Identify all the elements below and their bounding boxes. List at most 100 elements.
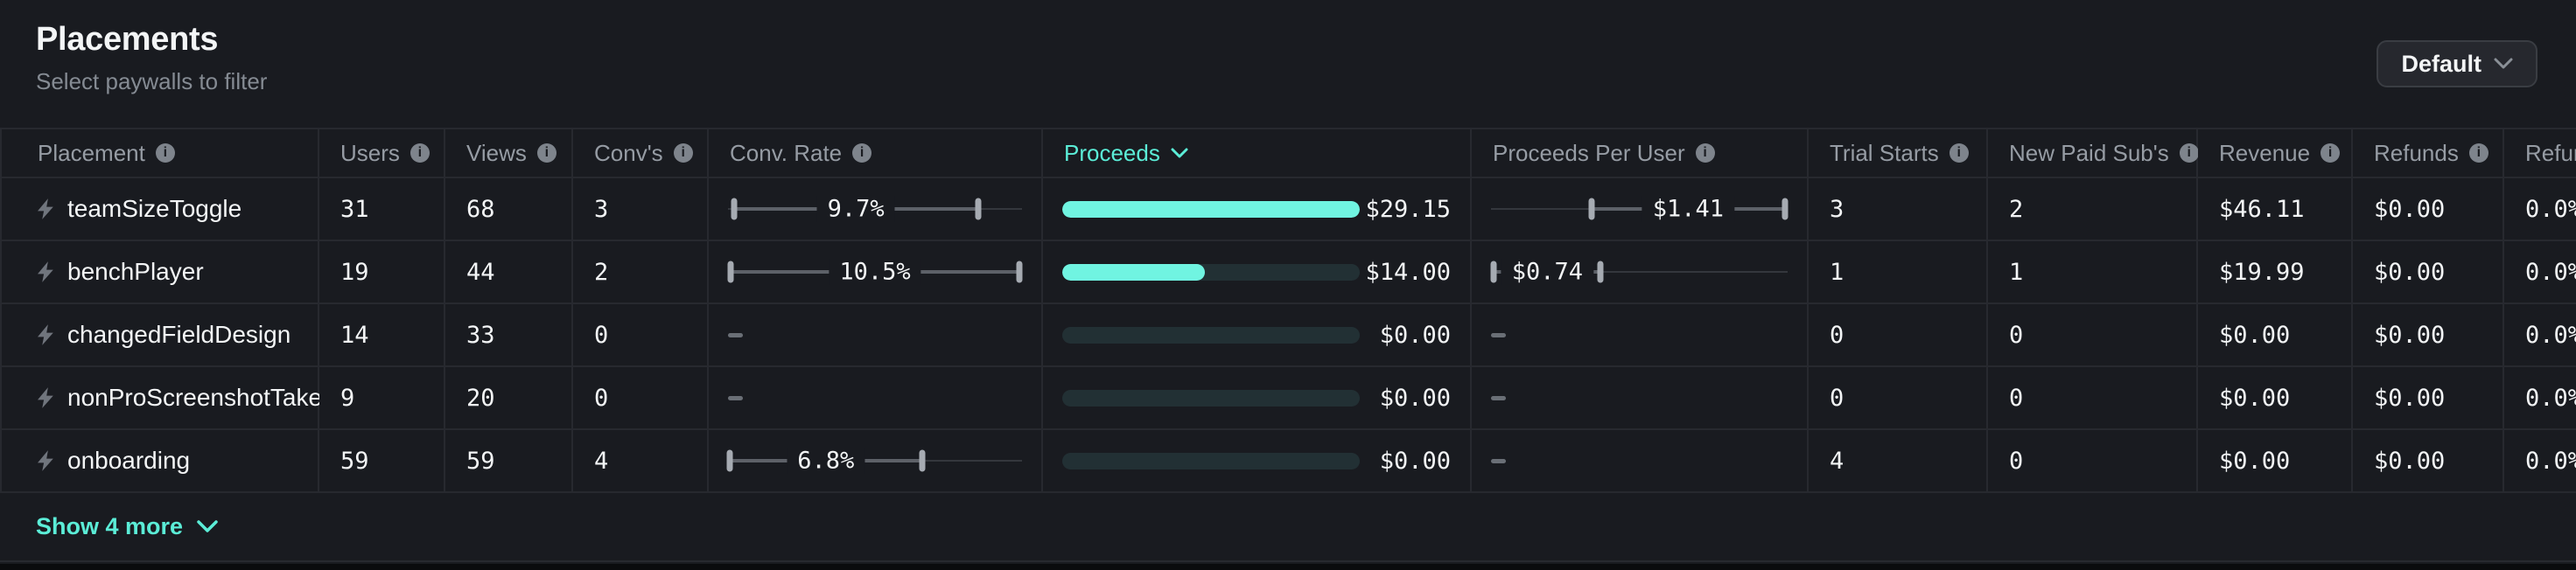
page-title: Placements xyxy=(36,21,219,58)
cell-views: 59 xyxy=(445,430,573,493)
column-header-conv-s[interactable]: Conv's i xyxy=(573,129,709,178)
column-header-label: Trial Starts xyxy=(1830,139,1939,166)
info-icon[interactable]: i xyxy=(673,143,693,163)
column-header-proceeds-per-user[interactable]: Proceeds Per User i xyxy=(1472,129,1809,178)
proceeds-bar-track xyxy=(1062,263,1360,281)
proceeds-value: $0.00 xyxy=(1379,384,1451,412)
placements-table: Placement i Users i Views i Conv's i Conv. Rate i… xyxy=(0,128,2576,493)
preset-dropdown-button[interactable]: Default xyxy=(2376,40,2538,87)
info-icon[interactable]: i xyxy=(1949,143,1969,163)
proceeds-bar-track xyxy=(1062,200,1360,218)
trial-starts-value: 4 xyxy=(1830,447,1844,475)
proceeds-value: $0.00 xyxy=(1379,321,1451,349)
cell-conv-rate xyxy=(709,304,1043,367)
info-icon[interactable]: i xyxy=(2468,143,2488,163)
cell-users: 31 xyxy=(319,178,445,241)
cell-users: 59 xyxy=(319,430,445,493)
info-icon[interactable]: i xyxy=(1695,143,1715,163)
cell-proceeds: $0.00 xyxy=(1043,430,1472,493)
refund-rate-value: 0.0% xyxy=(2525,321,2576,349)
preset-dropdown-label: Default xyxy=(2401,50,2482,77)
trial-starts-value: 0 xyxy=(1830,321,1844,349)
cell-placement-name[interactable]: benchPlayer xyxy=(2,241,319,304)
info-icon[interactable]: i xyxy=(410,143,430,163)
info-icon[interactable]: i xyxy=(155,143,175,163)
cell-proceeds-per-user: $1.41 xyxy=(1472,178,1809,241)
refunds-value: $0.00 xyxy=(2374,258,2446,286)
conversions-value: 0 xyxy=(594,321,609,349)
cell-refund-rate: 0.0% xyxy=(2504,367,2576,430)
new-paid-subs-value: 0 xyxy=(2009,447,2024,475)
placement-name: benchPlayer xyxy=(67,258,204,285)
info-icon[interactable]: i xyxy=(852,143,872,163)
proceeds-per-user-range-indicator: $1.41 xyxy=(1491,195,1788,223)
chevron-down-icon xyxy=(197,520,218,532)
conversions-value: 3 xyxy=(594,195,609,223)
info-icon[interactable]: i xyxy=(2320,143,2341,163)
cell-views: 33 xyxy=(445,304,573,367)
cell-proceeds: $0.00 xyxy=(1043,367,1472,430)
users-value: 19 xyxy=(340,258,369,286)
conv-rate-value: 9.7% xyxy=(816,195,895,223)
column-header-refunds[interactable]: Refunds i xyxy=(2353,129,2504,178)
cell-revenue: $0.00 xyxy=(2198,430,2353,493)
title-block: Placements Select paywalls to filter xyxy=(36,21,267,95)
trial-starts-value: 3 xyxy=(1830,195,1844,223)
new-paid-subs-value: 0 xyxy=(2009,321,2024,349)
cell-trial-starts: 0 xyxy=(1809,304,1988,367)
chevron-down-icon xyxy=(2494,58,2513,69)
proceeds-bar-track xyxy=(1062,452,1360,469)
column-header-label: Placement xyxy=(38,139,145,166)
proceeds-value: $0.00 xyxy=(1379,447,1451,475)
cell-placement-name[interactable]: nonProScreenshotTaken xyxy=(2,367,336,430)
column-header-placement[interactable]: Placement i xyxy=(2,129,319,178)
show-more-button[interactable]: Show 4 more xyxy=(36,513,218,540)
column-header-revenue[interactable]: Revenue i xyxy=(2198,129,2353,178)
show-more-label: Show 4 more xyxy=(36,513,184,539)
proceeds-bar-fill xyxy=(1062,200,1360,218)
revenue-value: $0.00 xyxy=(2219,384,2291,412)
conv-rate-value: 10.5% xyxy=(829,258,921,286)
info-icon[interactable]: i xyxy=(2179,143,2199,163)
cell-refunds: $0.00 xyxy=(2353,241,2504,304)
cell-placement-name[interactable]: teamSizeToggle xyxy=(2,178,319,241)
column-header-label: Conv. Rate xyxy=(730,139,843,166)
cell-placement-name[interactable]: changedFieldDesign xyxy=(2,304,319,367)
cell-placement-name[interactable]: onboarding xyxy=(2,430,319,493)
column-header-label: Refunds xyxy=(2374,139,2459,166)
column-header-proceeds[interactable]: Proceeds xyxy=(1043,129,1472,178)
cell-new-paid-subs: 0 xyxy=(1988,367,2198,430)
cell-users: 9 xyxy=(319,367,445,430)
users-value: 14 xyxy=(340,321,369,349)
cell-new-paid-subs: 1 xyxy=(1988,241,2198,304)
revenue-value: $19.99 xyxy=(2219,258,2305,286)
refund-rate-value: 0.0% xyxy=(2525,195,2576,223)
cell-proceeds-per-user xyxy=(1472,367,1809,430)
column-header-trial-starts[interactable]: Trial Starts i xyxy=(1809,129,1988,178)
lightning-bolt-icon xyxy=(38,324,54,345)
table-footer: Show 4 more xyxy=(0,493,2576,562)
info-icon[interactable]: i xyxy=(536,143,556,163)
column-header-users[interactable]: Users i xyxy=(319,129,445,178)
column-header-new-paid-sub-s[interactable]: New Paid Sub's i xyxy=(1988,129,2199,178)
cell-views: 68 xyxy=(445,178,573,241)
column-header-views[interactable]: Views i xyxy=(445,129,573,178)
lightning-bolt-icon xyxy=(38,387,54,408)
cell-refund-rate: 0.0% xyxy=(2504,241,2576,304)
views-value: 33 xyxy=(466,321,495,349)
column-header-label: Conv's xyxy=(594,139,663,166)
revenue-value: $46.11 xyxy=(2219,195,2305,223)
refunds-value: $0.00 xyxy=(2374,447,2446,475)
refund-rate-value: 0.0% xyxy=(2525,447,2576,475)
range-marker-left xyxy=(727,261,734,283)
range-marker-left xyxy=(726,449,733,472)
trial-starts-value: 0 xyxy=(1830,384,1844,412)
cell-revenue: $19.99 xyxy=(2198,241,2353,304)
trial-starts-value: 1 xyxy=(1830,258,1844,286)
proceeds-value: $14.00 xyxy=(1365,258,1451,286)
empty-dash xyxy=(1491,458,1506,463)
column-header-conv-rate[interactable]: Conv. Rate i xyxy=(709,129,1043,178)
cell-refunds: $0.00 xyxy=(2353,430,2504,493)
cell-proceeds-per-user xyxy=(1472,304,1809,367)
